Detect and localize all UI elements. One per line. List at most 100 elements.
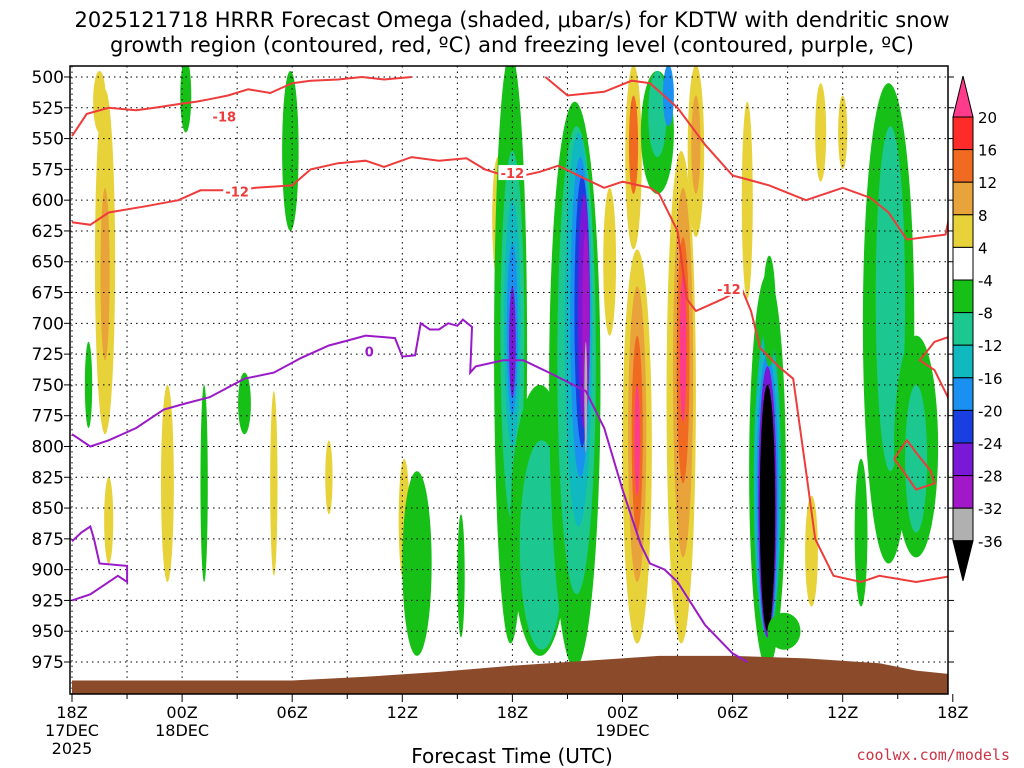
- colorbar-label-4: 4: [978, 239, 988, 257]
- colorbar-label-7: -12: [978, 337, 1003, 355]
- omega-cell-58: [875, 126, 906, 472]
- colorbar-swatch-11: [952, 475, 974, 509]
- contours: [71, 75, 948, 663]
- y-axis: 500 525 550 575 600 625 650 675 700 725 750 775 800 8…: [32, 68, 954, 673]
- x-axis-title: Forecast Time (UTC): [411, 744, 613, 768]
- y-tick-label-675: 675: [32, 284, 64, 304]
- contour-label-minus12-c: -12: [717, 283, 741, 298]
- y-tick-label-800: 800: [32, 437, 64, 457]
- red-contour-minus18: [71, 75, 412, 137]
- omega-cell-9: [282, 70, 299, 231]
- y-tick-label-575: 575: [32, 160, 64, 180]
- omega-cell-4: [104, 477, 114, 564]
- y-tick-label-650: 650: [32, 253, 64, 273]
- colorbar-label-10: -24: [978, 435, 1003, 453]
- contour-label-minus18-bg: [210, 108, 239, 124]
- x-tick-label-36: 06Z: [717, 703, 748, 722]
- colorbar-label-13: -36: [978, 533, 1003, 551]
- x-tick-date-30: 19DEC: [596, 721, 650, 740]
- omega-cell-39: [648, 70, 667, 158]
- colorbar-swatch-0: [952, 116, 974, 151]
- y-tick-label-500: 500: [32, 68, 64, 88]
- x-tick-label-18: 12Z: [387, 703, 418, 722]
- grid-lines: [70, 66, 948, 694]
- chart-title-line-1: 2025121718 HRRR Forecast Omega (shaded, …: [74, 8, 950, 32]
- colorbar-swatch-9: [952, 409, 974, 444]
- colorbar-swatch-6: [952, 312, 974, 346]
- plot-area: [70, 66, 948, 694]
- omega-cell-1: [100, 187, 110, 361]
- omega-shading: [84, 66, 939, 669]
- colorbar-label-1: 16: [978, 142, 997, 160]
- colorbar-label-6: -8: [978, 305, 993, 323]
- colorbar-top-arrow: [952, 75, 974, 118]
- omega-cell-3: [84, 341, 93, 429]
- contour-label-minus18: -18: [213, 110, 237, 125]
- y-tick-label-875: 875: [32, 530, 64, 550]
- plot-frame: [69, 65, 949, 695]
- y-tick-label-925: 925: [32, 591, 64, 611]
- y-tick-label-900: 900: [32, 561, 64, 581]
- y-tick-label-950: 950: [32, 622, 64, 642]
- y-tick-label-700: 700: [32, 314, 64, 334]
- colorbar-bottom-arrow: [952, 540, 974, 581]
- omega-cell-40: [662, 66, 674, 127]
- x-tick-label-30: 00Z: [607, 703, 638, 722]
- omega-cell-10: [270, 391, 278, 576]
- omega-cell-6: [160, 384, 174, 582]
- omega-cell-35: [634, 384, 640, 496]
- colorbar-swatch-2: [952, 181, 974, 216]
- colorbar-label-9: -20: [978, 402, 1003, 420]
- x-tick-date-0: 17DEC: [45, 721, 99, 740]
- colorbar-label-8: -16: [978, 370, 1003, 388]
- contour-labels: -18 -12 -12 -12 0: [210, 108, 743, 361]
- omega-cell-60: [905, 384, 928, 533]
- x-tick-label-6: 00Z: [166, 703, 197, 722]
- y-tick-label-975: 975: [32, 653, 64, 673]
- contour-label-minus12-a: -12: [225, 186, 249, 201]
- red-contour-right-edge: [918, 336, 948, 400]
- omega-cell-51: [759, 384, 776, 632]
- omega-cell-37: [628, 95, 639, 195]
- red-contour-minus18-right: [544, 76, 948, 241]
- omega-cell-52: [762, 255, 776, 367]
- omega-cell-46: [691, 95, 701, 195]
- omega-cell-14: [457, 514, 465, 638]
- omega-cell-61: [854, 458, 868, 607]
- terrain-surface: [72, 655, 948, 694]
- purple-contour-freezing: [71, 318, 748, 663]
- colorbar-swatch-7: [952, 344, 974, 379]
- x-tick-year-0: 2025: [52, 739, 93, 758]
- contour-label-minus12-a-bg: [223, 183, 252, 199]
- omega-cell-54: [815, 83, 827, 182]
- omega-cell-62: [767, 612, 801, 650]
- y-tick-label-750: 750: [32, 376, 64, 396]
- colorbar-swatch-12: [952, 507, 974, 542]
- x-tick-label-12: 06Z: [277, 703, 308, 722]
- y-tick-label-600: 600: [32, 191, 64, 211]
- colorbar-label-5: -4: [978, 272, 993, 290]
- omega-cell-2: [93, 70, 106, 133]
- colorbar-swatch-4: [952, 246, 974, 281]
- contour-label-minus12-b: -12: [501, 167, 525, 182]
- site-credit[interactable]: coolwx.com/models: [856, 746, 1010, 764]
- colorbar-label-12: -32: [978, 500, 1003, 518]
- omega-cell-29: [582, 230, 590, 416]
- purple-contour-freezing-left: [71, 524, 129, 602]
- y-tick-label-825: 825: [32, 468, 64, 488]
- colorbar-label-0: 20: [978, 109, 997, 127]
- y-tick-label-625: 625: [32, 222, 64, 242]
- terrain-fill: [72, 655, 948, 694]
- x-tick-label-42: 12Z: [827, 703, 858, 722]
- colorbar-label-11: -28: [978, 468, 1003, 486]
- colorbar: 20 16 12 8 4 -4 -8 -12 -16 -20 -24 -28 -32 -36: [952, 75, 1003, 581]
- y-tick-label-550: 550: [32, 130, 64, 150]
- colorbar-swatch-8: [952, 377, 974, 411]
- y-tick-label-850: 850: [32, 499, 64, 519]
- colorbar-swatch-3: [952, 214, 974, 248]
- y-tick-label-725: 725: [32, 345, 64, 365]
- x-tick-label-0: 18Z: [56, 703, 87, 722]
- contour-label-minus12-c-bg: [714, 280, 743, 296]
